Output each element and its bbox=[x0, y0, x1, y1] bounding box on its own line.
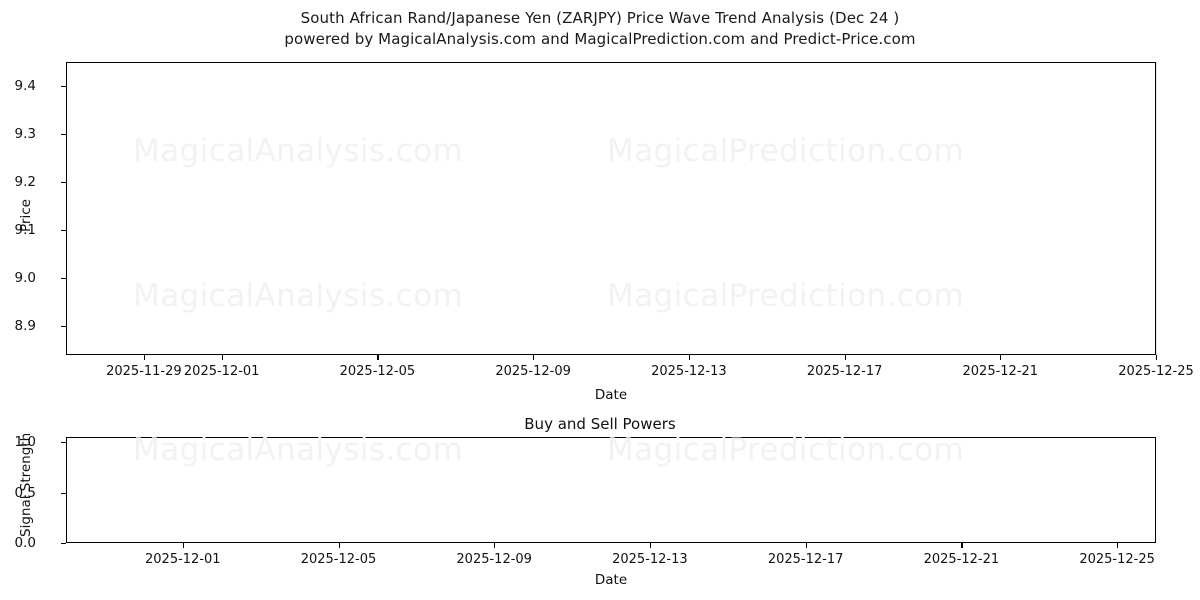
price-y-tick-label: 9.2 bbox=[14, 174, 36, 191]
watermark-text: MagicalPrediction.com bbox=[607, 133, 965, 169]
price-x-tick-label: 2025-12-05 bbox=[339, 364, 416, 379]
signal-x-tick-label: 2025-12-17 bbox=[767, 552, 844, 567]
signal-y-tick-mark bbox=[61, 442, 66, 444]
price-x-tick-label: 2025-12-17 bbox=[806, 364, 883, 379]
price-x-tick-label: 2025-12-21 bbox=[962, 364, 1039, 379]
signal-x-tick-mark bbox=[338, 543, 340, 548]
title-line-1: South African Rand/Japanese Yen (ZARJPY)… bbox=[300, 9, 900, 27]
price-y-axis-title: Price bbox=[18, 199, 34, 232]
signal-x-tick-mark bbox=[182, 543, 184, 548]
signal-x-tick-label: 2025-12-09 bbox=[456, 552, 532, 567]
price-gridline-v bbox=[1156, 62, 1157, 355]
price-y-tick-mark bbox=[61, 230, 66, 232]
price-x-tick-label: 2025-12-09 bbox=[495, 364, 571, 379]
price-x-tick-mark bbox=[1156, 355, 1158, 360]
signal-plot-frame bbox=[66, 437, 1156, 543]
price-x-tick-label: 2025-12-01 bbox=[183, 364, 260, 379]
price-x-tick-mark bbox=[377, 355, 379, 360]
signal-chart-title: Buy and Sell Powers bbox=[524, 415, 676, 433]
signal-y-axis-title: Signal Strength bbox=[18, 432, 34, 537]
price-x-tick-mark bbox=[533, 355, 535, 360]
signal-x-tick-mark bbox=[1117, 543, 1119, 548]
price-y-tick-label: 9.3 bbox=[14, 126, 36, 142]
page-title: South African Rand/Japanese Yen (ZARJPY)… bbox=[0, 8, 1200, 50]
price-plot-frame bbox=[66, 62, 1156, 355]
price-x-tick-mark bbox=[1000, 355, 1002, 360]
price-x-tick-label: 2025-12-13 bbox=[651, 364, 727, 379]
title-line-2: powered by MagicalAnalysis.com and Magic… bbox=[284, 30, 916, 48]
price-y-tick-mark bbox=[61, 134, 66, 136]
signal-x-tick-label: 2025-12-21 bbox=[923, 552, 1000, 567]
signal-x-tick-label: 2025-12-25 bbox=[1079, 552, 1155, 567]
price-y-tick-mark bbox=[61, 278, 66, 280]
signal-y-tick-label: 0.5 bbox=[14, 484, 36, 501]
price-y-tick-label: 9.0 bbox=[14, 270, 36, 287]
signal-chart-panel bbox=[66, 437, 1156, 543]
signal-y-tick-mark bbox=[61, 543, 66, 545]
price-x-axis-title: Date bbox=[594, 387, 628, 403]
signal-y-tick-mark bbox=[61, 492, 66, 494]
signal-x-tick-mark bbox=[961, 543, 963, 548]
price-x-tick-label: 2025-12-25 bbox=[1118, 364, 1194, 379]
signal-y-tick-label: 1.0 bbox=[14, 434, 36, 450]
watermark-text: MagicalAnalysis.com bbox=[133, 432, 464, 468]
signal-x-tick-mark bbox=[649, 543, 652, 548]
price-y-tick-label: 9.4 bbox=[14, 78, 36, 94]
watermark-text: MagicalPrediction.com bbox=[607, 278, 965, 314]
watermark-text: MagicalPrediction.com bbox=[607, 432, 965, 468]
price-y-tick-label: 8.9 bbox=[14, 318, 36, 335]
price-x-tick-label: 2025-11-29 bbox=[106, 364, 182, 379]
price-y-tick-mark bbox=[61, 86, 66, 88]
signal-x-tick-mark bbox=[805, 543, 807, 548]
price-y-tick-mark bbox=[61, 182, 66, 184]
watermark-text: MagicalAnalysis.com bbox=[133, 278, 464, 314]
price-y-tick-mark bbox=[61, 326, 66, 328]
price-chart-panel bbox=[66, 62, 1157, 355]
price-x-tick-mark bbox=[221, 355, 223, 360]
price-x-tick-mark bbox=[143, 355, 146, 360]
price-y-tick-label: 9.1 bbox=[14, 222, 36, 239]
signal-x-tick-label: 2025-12-13 bbox=[612, 552, 688, 567]
watermark-text: MagicalAnalysis.com bbox=[133, 133, 464, 169]
signal-x-tick-mark bbox=[494, 543, 496, 548]
signal-x-axis-title: Date bbox=[594, 572, 628, 588]
signal-x-tick-label: 2025-12-05 bbox=[300, 552, 377, 567]
price-x-tick-mark bbox=[688, 355, 691, 360]
signal-x-tick-label: 2025-12-01 bbox=[145, 552, 221, 567]
price-x-tick-mark bbox=[844, 355, 846, 360]
signal-y-tick-label: 0.0 bbox=[14, 535, 36, 551]
